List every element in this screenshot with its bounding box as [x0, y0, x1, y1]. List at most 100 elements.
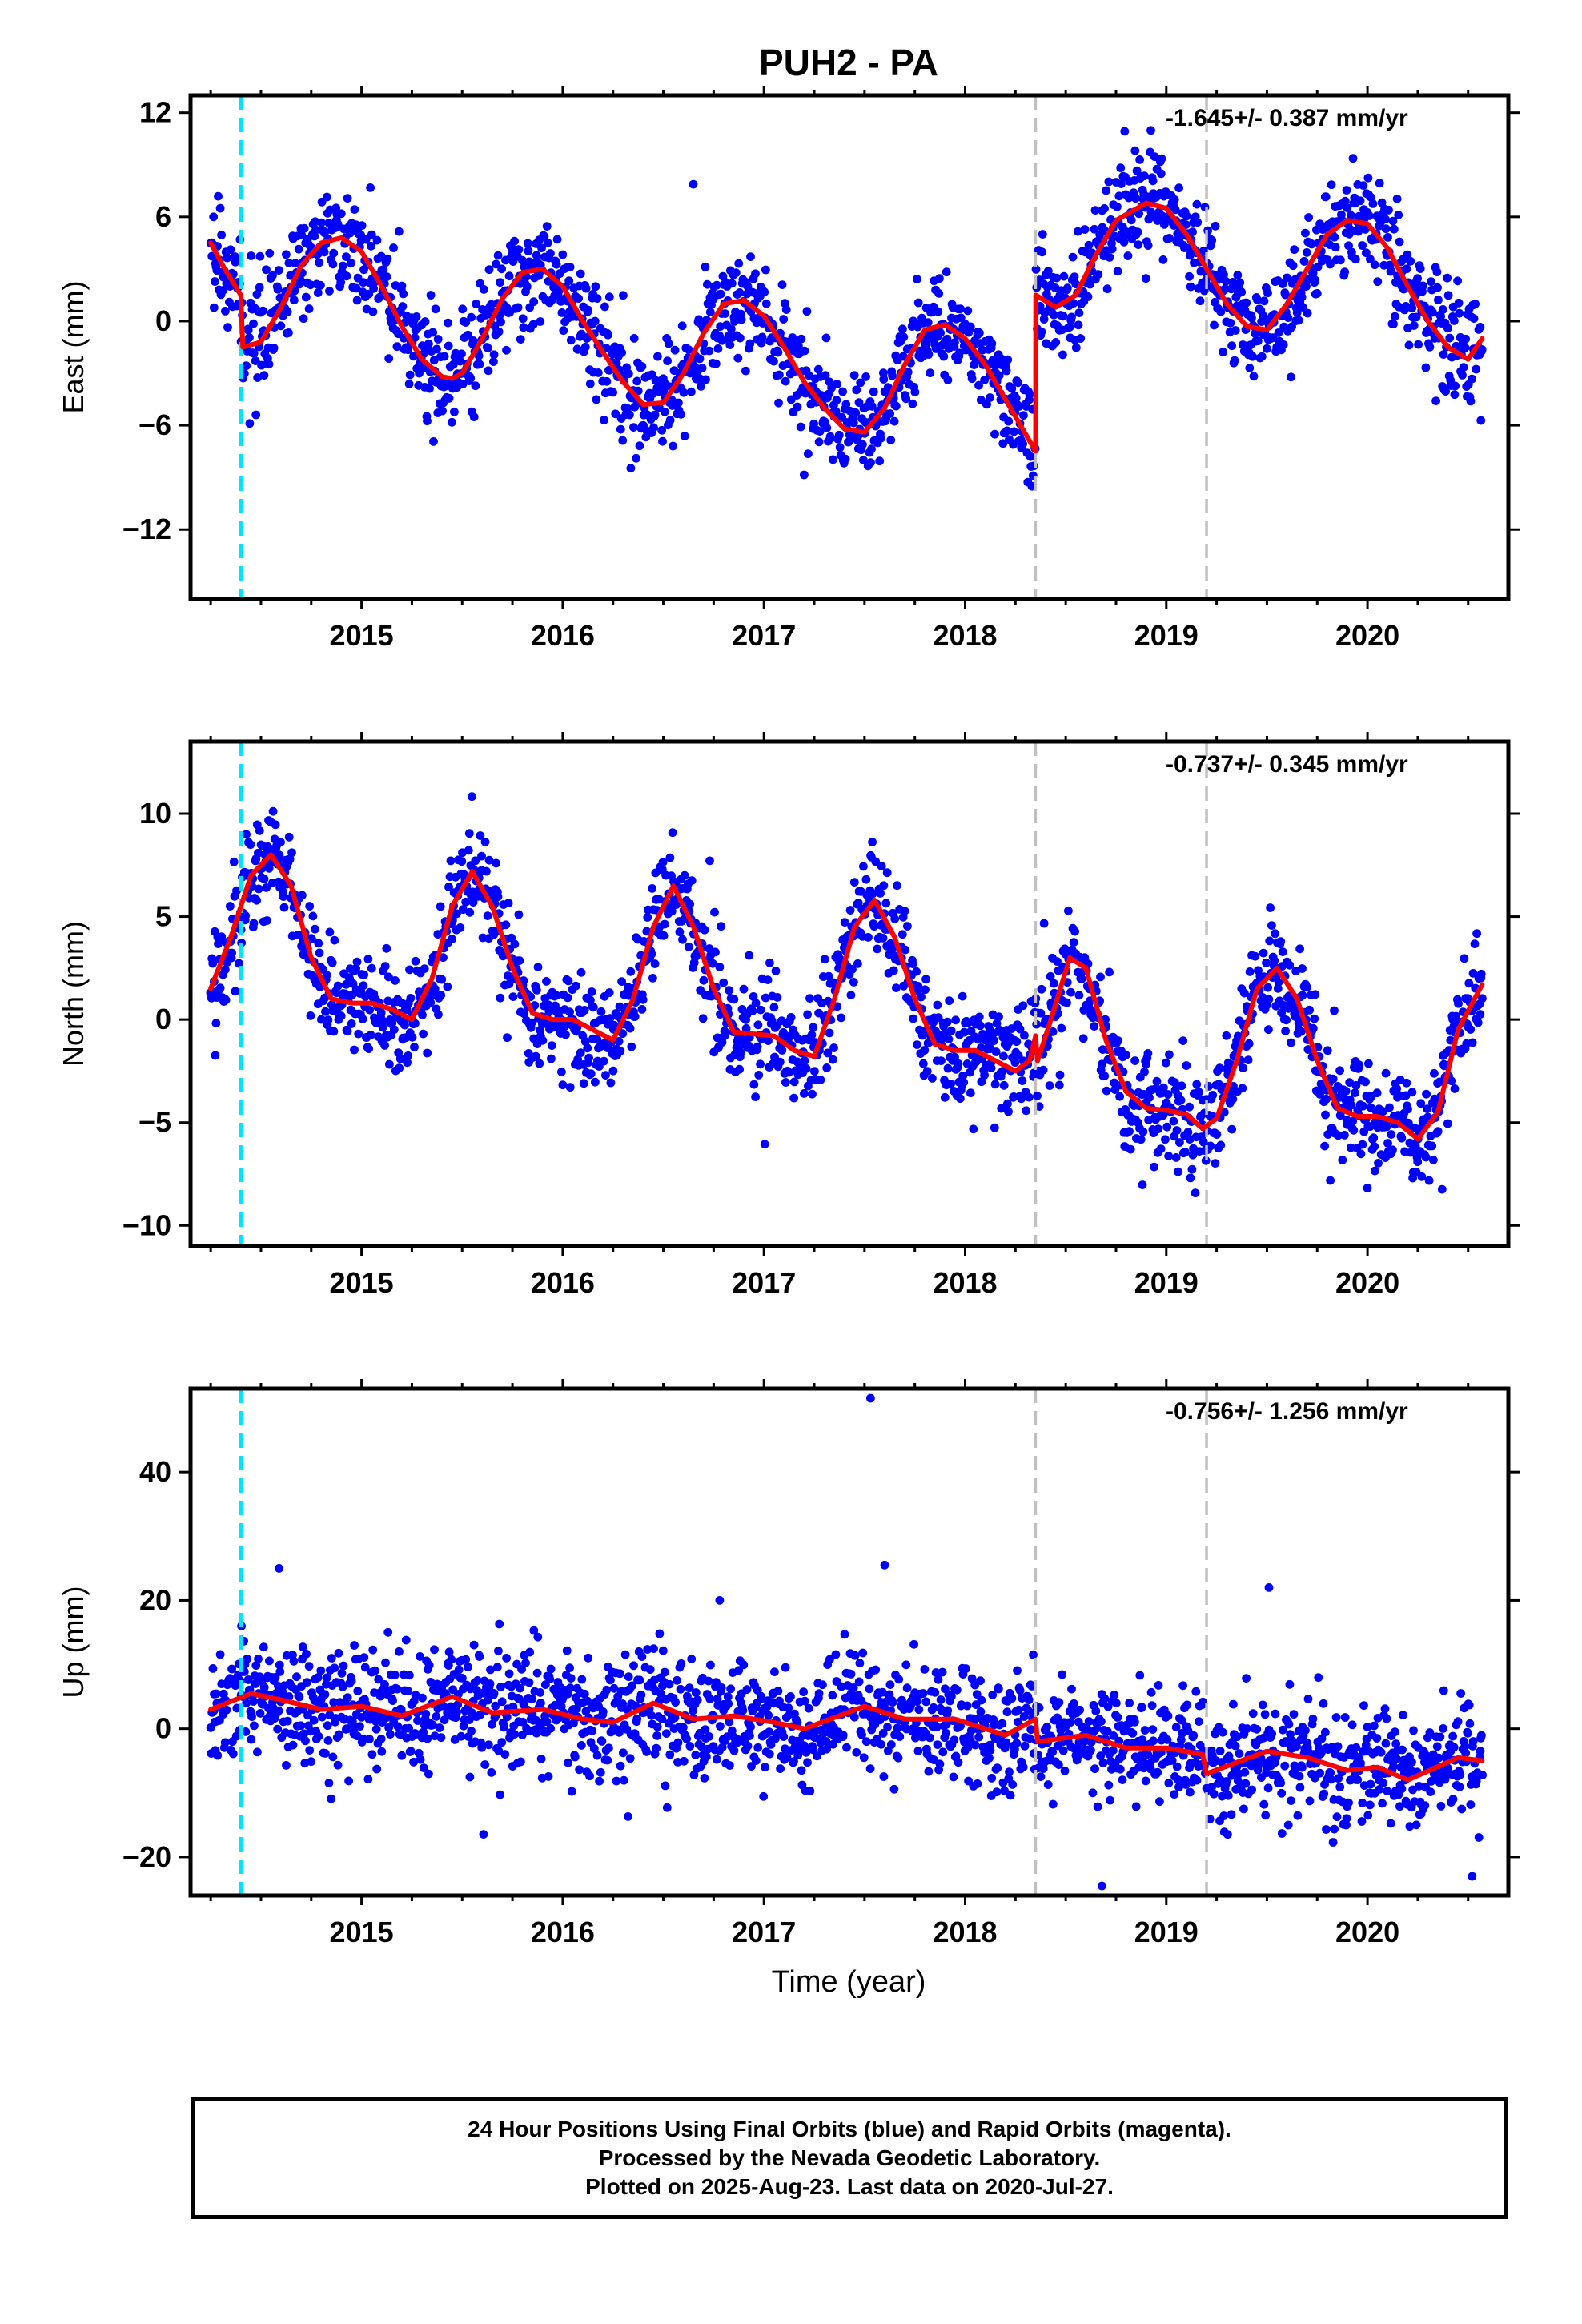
y-tick-label: 5 [155, 900, 171, 933]
data-point [655, 1629, 665, 1638]
data-point [221, 995, 231, 1005]
data-point [436, 991, 446, 999]
data-point [1201, 1156, 1211, 1165]
data-point [851, 408, 861, 417]
data-point [1403, 1104, 1412, 1114]
data-point [697, 364, 707, 372]
data-point [544, 1000, 553, 1010]
data-point [986, 1746, 995, 1755]
data-point [797, 334, 806, 344]
data-point [570, 1752, 580, 1762]
data-point [1062, 998, 1071, 1007]
data-point [1266, 903, 1275, 912]
data-point [629, 334, 639, 343]
data-point [447, 1655, 456, 1664]
data-point [802, 307, 812, 316]
data-point [687, 387, 696, 396]
data-point [1138, 1180, 1147, 1189]
data-point [1263, 983, 1272, 992]
data-point [831, 407, 841, 416]
data-point [494, 327, 504, 336]
data-point [745, 1731, 754, 1740]
data-point [1460, 343, 1470, 352]
data-point [977, 1695, 986, 1705]
data-point [821, 333, 831, 343]
data-point [589, 1003, 598, 1012]
data-point [711, 359, 721, 368]
data-point [1363, 1184, 1372, 1192]
data-point [630, 1012, 640, 1021]
data-point [546, 1723, 556, 1733]
data-point [317, 218, 326, 227]
data-point [918, 1689, 928, 1698]
data-point [949, 1772, 958, 1782]
data-point [273, 1724, 283, 1734]
data-point [1362, 248, 1371, 258]
y-tick-label: 0 [155, 304, 171, 337]
data-point [385, 1059, 394, 1069]
data-point [222, 1705, 231, 1715]
data-point [1364, 1059, 1373, 1068]
data-point [835, 443, 845, 452]
data-point [485, 1679, 495, 1688]
data-point [405, 370, 415, 380]
data-point [754, 1071, 764, 1080]
data-point [1431, 396, 1440, 405]
data-point [584, 305, 592, 315]
data-point [976, 1707, 986, 1716]
data-point [879, 881, 889, 891]
data-point [1228, 1095, 1238, 1104]
data-point [1402, 1078, 1411, 1088]
data-point [858, 440, 867, 449]
data-point [591, 1077, 600, 1087]
data-point [416, 1652, 424, 1661]
data-point [886, 436, 896, 444]
data-point [382, 272, 391, 281]
data-point [1414, 340, 1423, 349]
data-point [877, 862, 886, 871]
data-point [423, 1048, 432, 1058]
data-point [461, 318, 471, 327]
data-point [284, 328, 293, 337]
data-point [745, 339, 755, 348]
data-point [687, 876, 697, 885]
data-point [436, 1733, 446, 1743]
data-point [833, 380, 841, 389]
data-point [397, 1751, 407, 1760]
data-point [334, 1648, 343, 1658]
data-point [855, 1659, 865, 1668]
data-point [522, 282, 532, 292]
data-point [1298, 991, 1307, 1000]
data-point [801, 1063, 811, 1073]
data-point [637, 362, 647, 371]
data-point [510, 939, 520, 949]
data-point [371, 1666, 379, 1675]
data-point [1245, 364, 1255, 372]
data-point [879, 375, 889, 384]
data-point [476, 831, 485, 840]
data-point [796, 422, 805, 432]
data-point [710, 907, 719, 917]
data-point [325, 287, 334, 296]
data-point [1233, 271, 1243, 279]
data-point [397, 999, 407, 1007]
data-point [429, 437, 438, 446]
data-point [1133, 227, 1142, 236]
data-point [1387, 267, 1396, 276]
data-point [913, 982, 923, 991]
data-point [615, 1669, 624, 1679]
data-point [662, 1803, 672, 1812]
data-point [552, 259, 561, 269]
data-point [259, 1642, 268, 1652]
data-point [585, 379, 595, 388]
data-point [557, 308, 567, 317]
data-point [1407, 304, 1417, 312]
data-point [562, 1646, 572, 1655]
data-point [1381, 215, 1390, 224]
data-point [705, 346, 714, 356]
data-point [419, 364, 428, 372]
data-point [642, 927, 652, 936]
data-point [416, 1755, 425, 1764]
data-point [1384, 205, 1393, 215]
